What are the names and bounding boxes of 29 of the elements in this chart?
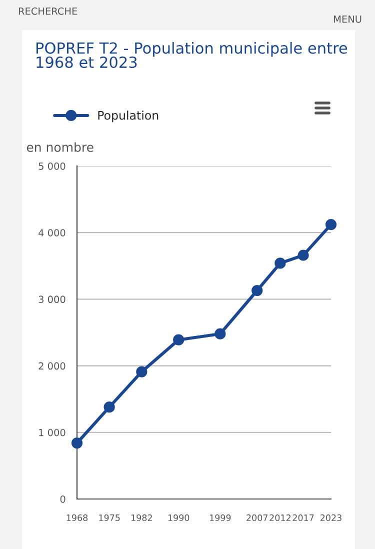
y-tick-label: 3 000 bbox=[38, 296, 66, 304]
y-tick-label: 5 000 bbox=[38, 162, 66, 170]
point bbox=[298, 250, 309, 261]
x-tick-label: 1975 bbox=[99, 514, 120, 522]
x-tick-label: 2023 bbox=[320, 514, 342, 522]
text: RECHERCHE bbox=[18, 7, 78, 15]
point bbox=[252, 284, 263, 296]
y-tick-label: 2 000 bbox=[38, 362, 66, 370]
x-tick-label: 1968 bbox=[66, 514, 88, 522]
legend-label: Population bbox=[98, 110, 158, 122]
x-tick-label: 1999 bbox=[210, 514, 231, 522]
point bbox=[274, 258, 286, 269]
x-tick-label: 1990 bbox=[168, 514, 190, 522]
y-tick-label: 0 bbox=[60, 495, 66, 503]
text: MENU bbox=[334, 16, 362, 23]
point bbox=[104, 402, 115, 413]
chart-title: POPREF T2 - Population municipale entre 1968 et 2023 bbox=[36, 42, 348, 68]
y-tick-label: 1 000 bbox=[39, 428, 66, 436]
point bbox=[71, 438, 83, 449]
point bbox=[173, 334, 184, 346]
x-tick-label: 2017 bbox=[292, 514, 314, 522]
x-tick-label: 1982 bbox=[131, 514, 152, 522]
y-axis-title: en nombre bbox=[26, 142, 94, 152]
x-tick-label: 2007 bbox=[246, 514, 268, 522]
point bbox=[136, 366, 148, 378]
y-tick-label: 4 000 bbox=[38, 229, 66, 236]
point bbox=[214, 328, 226, 340]
x-tick-label: 2012 bbox=[270, 514, 290, 522]
point bbox=[325, 219, 337, 230]
